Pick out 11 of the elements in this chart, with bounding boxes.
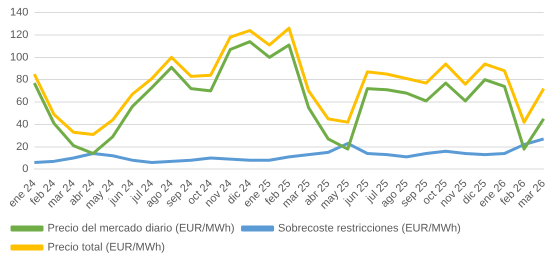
y-tick-label: 120 <box>10 28 28 41</box>
y-tick-label: 20 <box>16 140 28 153</box>
legend-label: Precio del mercado diario (EUR/MWh) <box>48 222 235 235</box>
y-tick-label: 100 <box>10 51 28 64</box>
y-tick-label: 0 <box>22 163 28 176</box>
y-tick-label: 140 <box>10 6 28 19</box>
y-tick-label: 40 <box>16 118 28 130</box>
y-tick-label: 80 <box>16 74 28 86</box>
legend-label: Precio total (EUR/MWh) <box>48 242 165 254</box>
legend-label: Sobrecoste restricciones (EUR/MWh) <box>278 222 461 235</box>
y-tick-label: 60 <box>16 96 28 108</box>
